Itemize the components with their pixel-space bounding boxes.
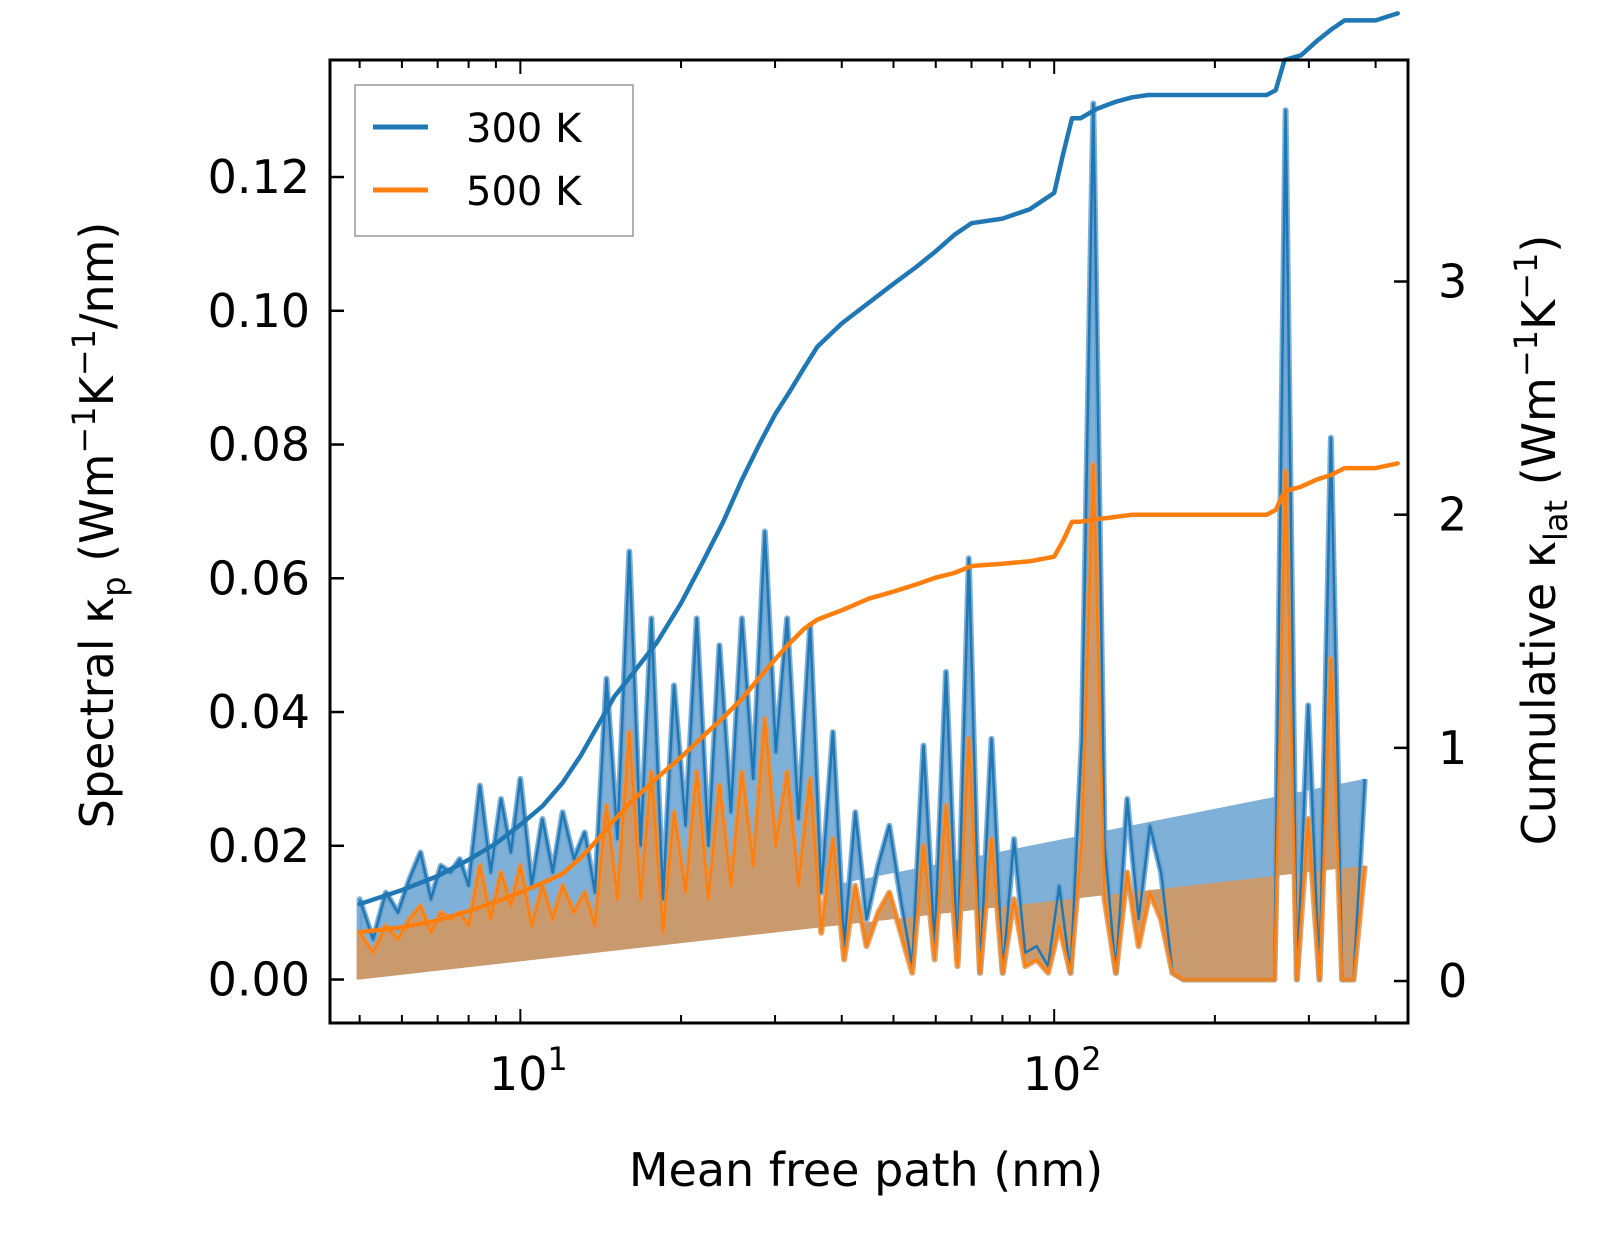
right-axis-title-end: ) <box>1512 235 1566 253</box>
x-tick-label-exp: 2 <box>1081 1040 1101 1078</box>
x-tick-label-base: 10 <box>1023 1047 1082 1101</box>
x-axis-title: Mean free path (nm) <box>629 1143 1103 1197</box>
left-y-tick-label: 0.08 <box>208 418 310 472</box>
right-axis-title: Cumulative κlat (Wm−1K−1) <box>1507 235 1575 846</box>
left-axis-title-unit: (Wm <box>70 454 124 577</box>
right-axis-title-k: K <box>1512 298 1566 330</box>
right-y-tick-label: 1 <box>1438 721 1467 775</box>
axis-ticks: 0.00 0.02 0.04 0.06 0.08 0.10 0.12 0 1 2 3 <box>208 60 1467 1023</box>
x-tick-label-base: 10 <box>489 1047 548 1101</box>
left-axis-title-end: /nm) <box>70 222 124 329</box>
right-y-tick-label: 3 <box>1438 255 1467 309</box>
left-y-tick-label: 0.00 <box>208 953 310 1007</box>
right-y-tick-label: 2 <box>1438 488 1467 542</box>
left-axis-title-sup1: −1 <box>65 406 103 453</box>
cumulative-line-300k <box>357 11 1400 907</box>
right-axis-title-sup1: −1 <box>1507 330 1545 377</box>
right-axis-title-sub: lat <box>1537 500 1575 541</box>
left-axis-title-sub: p <box>95 576 133 596</box>
left-y-tick-label: 0.06 <box>208 551 310 605</box>
left-y-tick-label: 0.12 <box>208 150 310 204</box>
plot-frame <box>328 58 1410 1025</box>
left-axis-title-kappa: Spectral κ <box>70 597 124 829</box>
x-tick-label-100: 102 <box>1023 1040 1102 1101</box>
right-axis-title-kappa: Cumulative κ <box>1512 541 1566 845</box>
cumulative-lines <box>357 11 1400 935</box>
legend-box <box>354 84 634 237</box>
left-axis-title: Spectral κp (Wm−1K−1/nm) <box>65 222 133 829</box>
legend-label-300k: 300 K <box>466 106 583 152</box>
legend-label-500k: 500 K <box>466 169 583 215</box>
left-axis-title-k: K <box>70 374 124 406</box>
x-tick-label-exp: 1 <box>547 1040 567 1078</box>
left-y-tick-label: 0.02 <box>208 819 310 873</box>
right-axis-title-unit: (Wm <box>1512 377 1566 500</box>
left-y-tick-label: 0.10 <box>208 284 310 338</box>
right-axis-title-sup2: −1 <box>1507 253 1545 300</box>
left-axis-title-sup2: −1 <box>65 329 103 376</box>
legend: 300 K 500 K <box>354 84 634 237</box>
left-y-tick-label: 0.04 <box>208 685 310 739</box>
x-tick-label-10: 101 <box>489 1040 568 1101</box>
cumulative-line-500k <box>357 461 1400 935</box>
right-y-tick-label: 0 <box>1438 954 1467 1008</box>
